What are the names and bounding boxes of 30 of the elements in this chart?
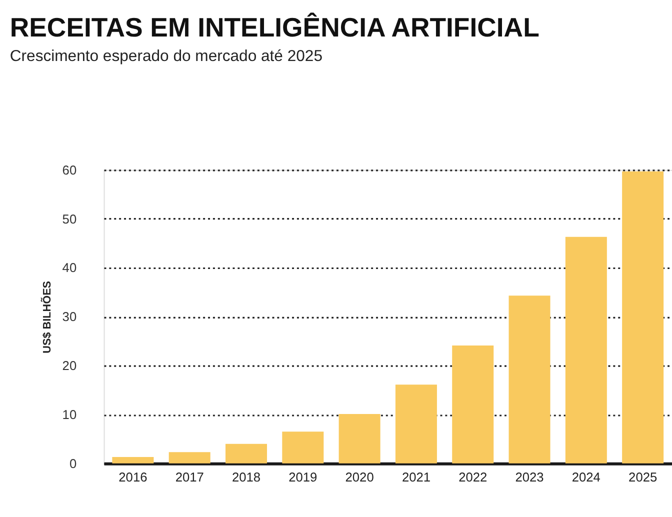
y-tick-label: 20 xyxy=(62,358,77,374)
y-tick-label: 30 xyxy=(62,309,77,324)
bar xyxy=(508,296,550,464)
bar xyxy=(395,384,437,464)
bar xyxy=(452,346,494,464)
y-tick-label: 10 xyxy=(62,406,77,422)
bar xyxy=(338,414,380,464)
chart-subtitle: Crescimento esperado do mercado até 2025 xyxy=(10,48,323,66)
x-tick-label: 2019 xyxy=(288,470,318,485)
bar xyxy=(622,171,664,464)
x-tick-label: 2020 xyxy=(345,470,374,485)
x-tick-label: 2018 xyxy=(232,470,261,485)
chart-title: RECEITAS EM INTELIGÊNCIA ARTIFICIAL xyxy=(10,12,540,42)
x-tick-label: 2017 xyxy=(175,470,204,485)
y-tick-label: 40 xyxy=(62,260,77,276)
x-tick-label: 2021 xyxy=(402,470,430,485)
y-tick-label: 0 xyxy=(69,456,77,471)
y-axis-title: US$ BILHÕES xyxy=(40,280,54,354)
x-tick-label: 2023 xyxy=(515,470,544,485)
bar xyxy=(112,457,154,464)
y-tick-label: 60 xyxy=(62,162,77,178)
bar xyxy=(565,236,607,464)
x-tick-label: 2025 xyxy=(628,470,658,485)
x-tick-label: 2022 xyxy=(458,470,488,485)
bar xyxy=(225,444,267,464)
y-tick-label: 50 xyxy=(62,211,77,226)
x-tick-label: 2024 xyxy=(572,470,600,485)
bar xyxy=(168,452,210,464)
x-tick-label: 2016 xyxy=(118,470,148,485)
bar xyxy=(282,432,324,464)
